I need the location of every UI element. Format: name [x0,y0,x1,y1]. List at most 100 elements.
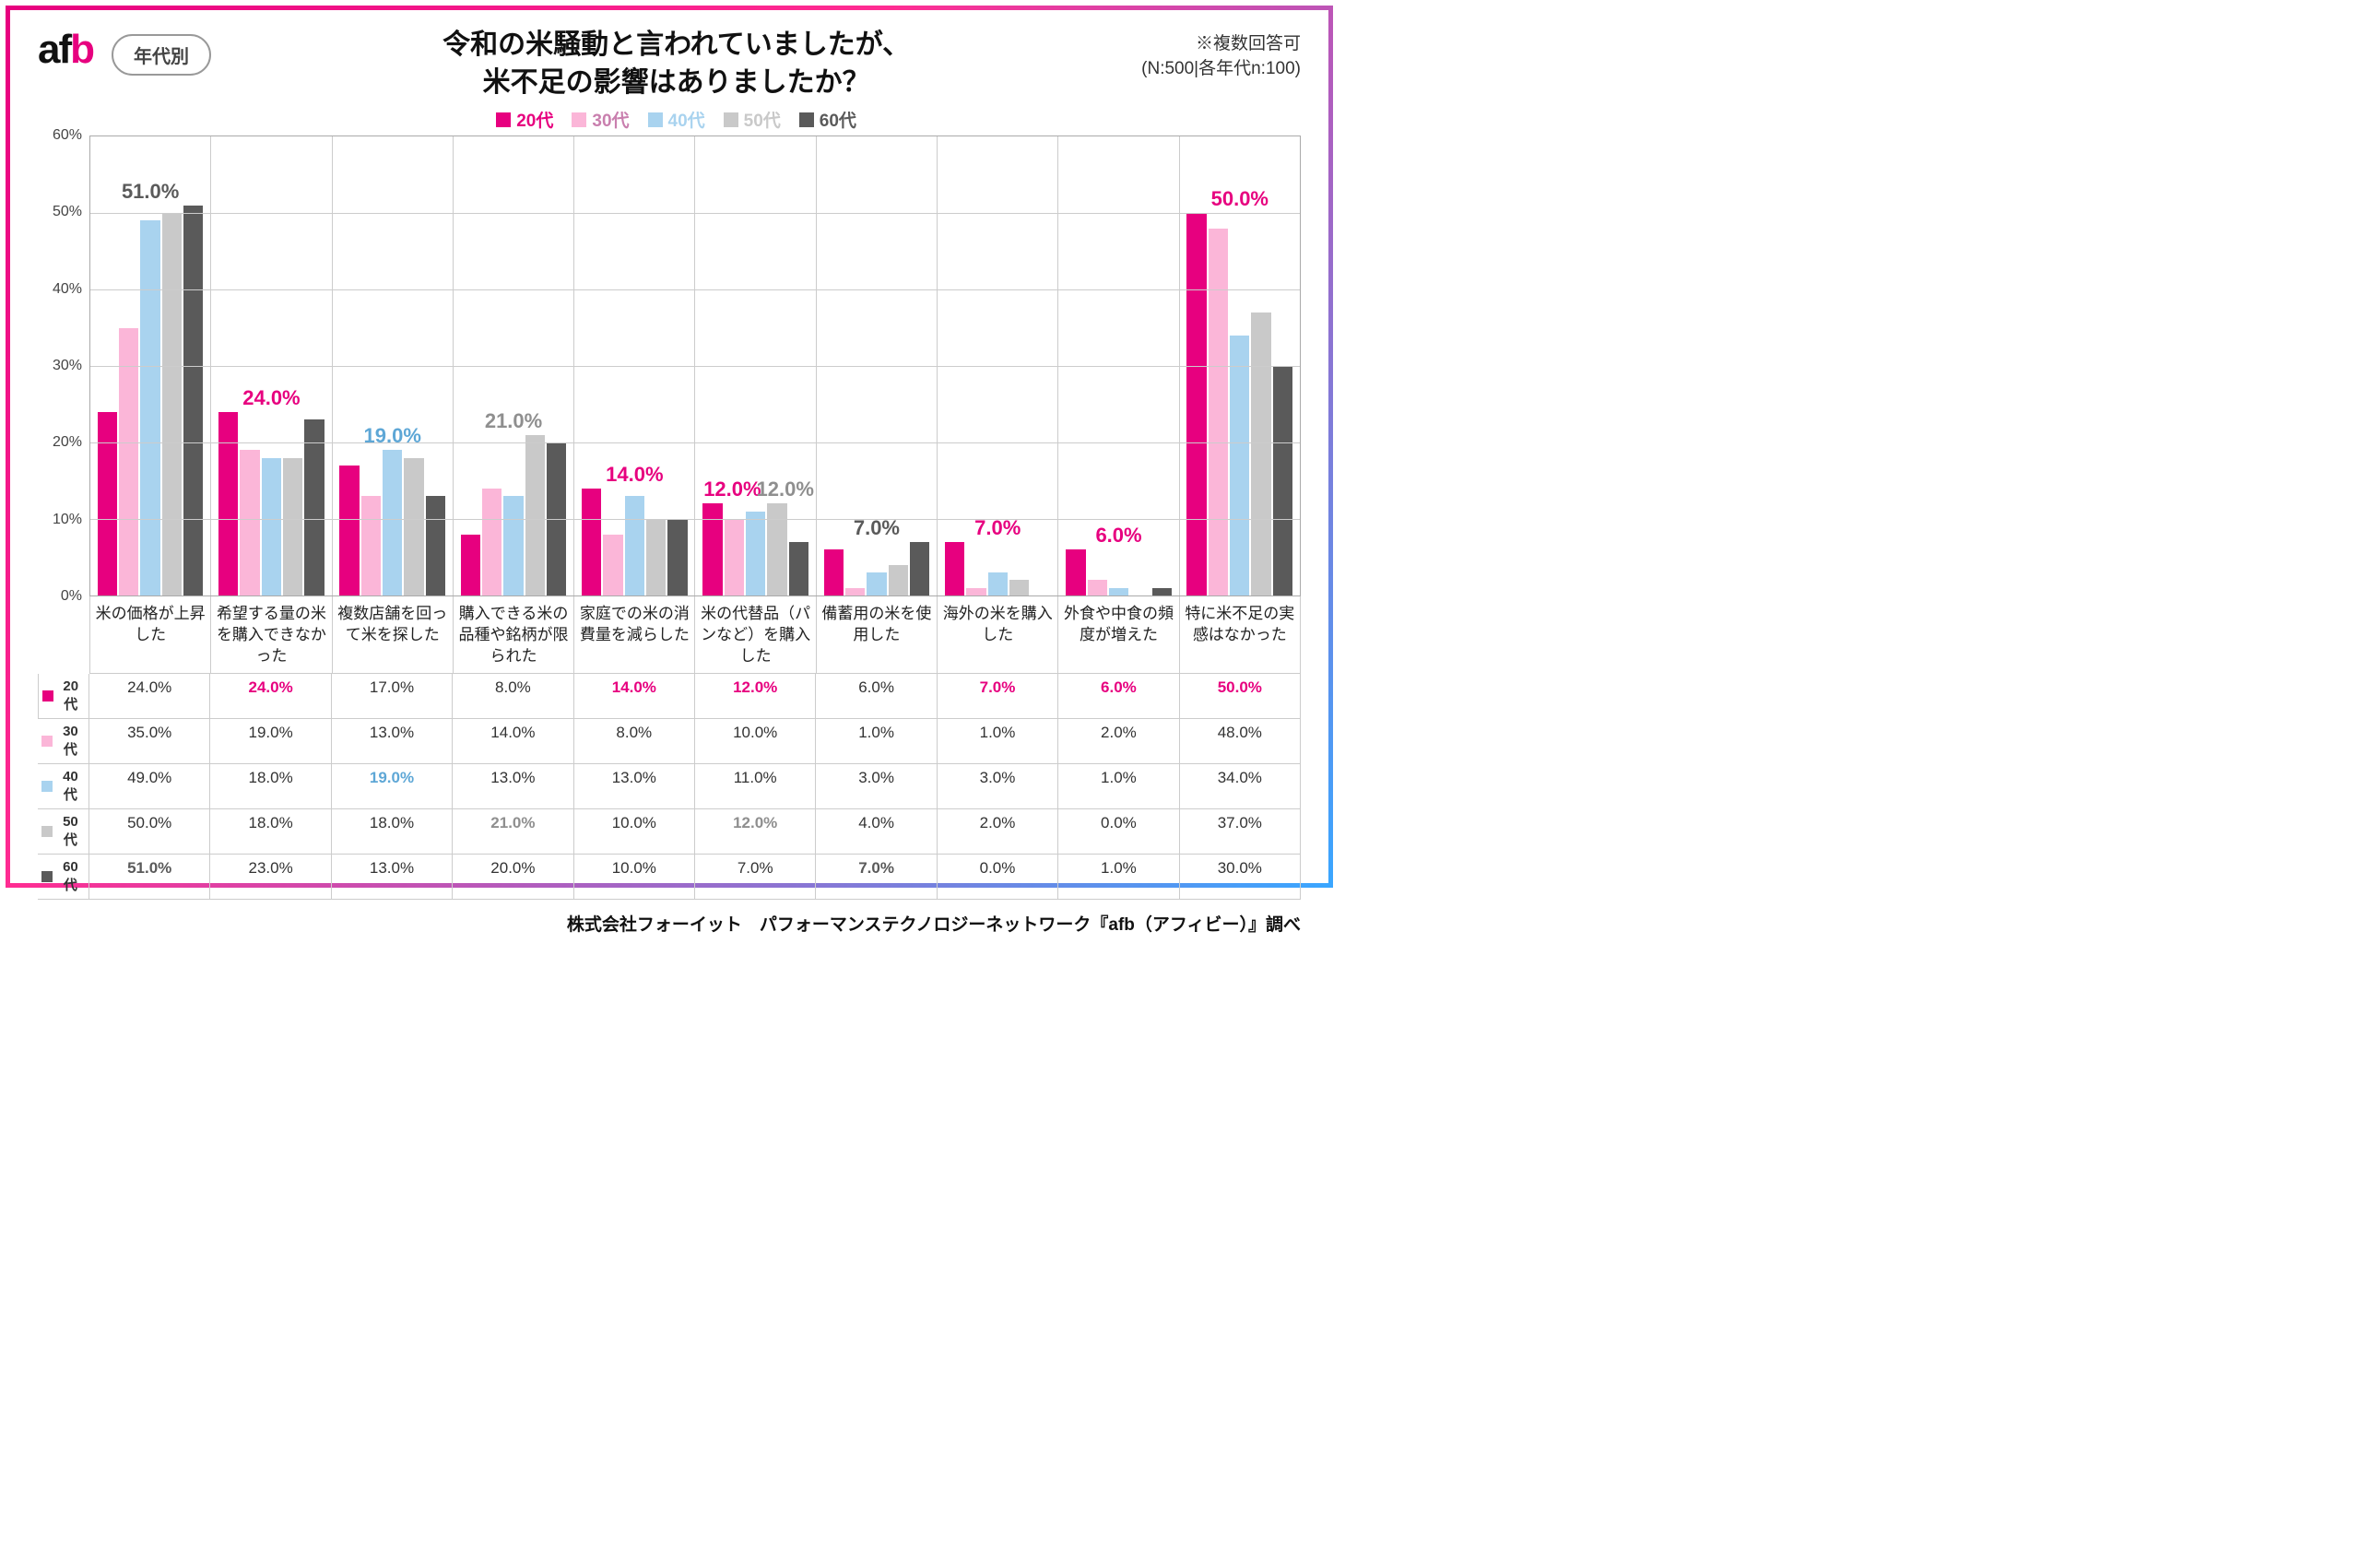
table-cell: 19.0% [210,719,331,764]
bar [218,412,238,595]
x-label: 特に米不足の実感はなかった [1180,596,1301,674]
bar-top-label: 21.0% [485,409,542,433]
bar-top-label: 50.0% [1211,187,1268,211]
gridline [90,366,1300,367]
legend-label: 60代 [820,107,856,132]
legend-swatch [724,112,738,127]
bar [283,458,302,595]
bar [889,565,908,595]
table-cell: 24.0% [210,674,331,719]
bar [503,496,523,595]
row-label: 20代 [57,678,85,713]
bar [1273,366,1292,595]
table-cell: 49.0% [89,764,210,809]
table-cell: 51.0% [89,855,210,900]
legend-swatch [496,112,511,127]
bar [361,496,381,595]
bar [262,458,281,595]
table-cell: 7.0% [695,855,816,900]
gridline [90,289,1300,290]
x-label: 備蓄用の米を使用した [817,596,938,674]
header: afb 年代別 令和の米騒動と言われていましたが、 米不足の影響はありましたか？… [38,27,1301,132]
legend-swatch [572,112,586,127]
bar [525,435,545,595]
x-label: 外食や中食の頻度が増えた [1058,596,1179,674]
bar [426,496,445,595]
bar [988,572,1008,595]
bar [339,466,359,595]
gridline [90,213,1300,214]
survey-note: ※複数回答可 (N:500|各年代n:100) [1141,32,1301,81]
x-label: 米の代替品（パンなど）を購入した [695,596,816,674]
bar [1009,580,1029,595]
table-cell: 3.0% [816,764,937,809]
legend-item: 30代 [572,107,629,132]
bar [1152,588,1172,595]
age-badge: 年代別 [112,34,211,76]
table-cell: 35.0% [89,719,210,764]
title-line-1: 令和の米騒動と言われていましたが、 [230,27,1123,65]
bar [304,419,324,595]
table-cell: 0.0% [938,855,1058,900]
bar [1251,312,1270,595]
bar [1088,580,1107,595]
x-label: 米の価格が上昇した [89,596,211,674]
table-cell: 30.0% [1180,855,1301,900]
x-label: 家庭での米の消費量を減らした [574,596,695,674]
y-axis: 0%10%20%30%40%50%60% [38,136,89,596]
table-cell: 11.0% [695,764,816,809]
title-line-2: 米不足の影響はありましたか？ [230,65,1123,102]
table-row-header: 30代 [38,719,89,764]
table-cell: 7.0% [938,674,1058,719]
table-cell: 50.0% [89,809,210,855]
table-cell: 18.0% [210,764,331,809]
y-tick: 50% [53,204,82,220]
bar [240,450,259,595]
row-label: 50代 [56,814,85,849]
bar [603,535,622,595]
bar [667,519,687,595]
table-cell: 13.0% [332,719,453,764]
legend-item: 40代 [648,107,705,132]
chart-card: afb 年代別 令和の米騒動と言われていましたが、 米不足の影響はありましたか？… [6,6,1333,888]
table-cell: 21.0% [453,809,573,855]
bar [1186,213,1206,595]
bar [582,489,601,595]
y-tick: 20% [53,434,82,451]
table-cell: 13.0% [453,764,573,809]
bar [910,542,929,595]
x-label: 複数店舗を回って米を探した [333,596,454,674]
table-row-header: 40代 [38,764,89,809]
table-cell: 50.0% [1180,674,1301,719]
x-axis-labels: 米の価格が上昇した希望する量の米を購入できなかった複数店舗を回って米を探した購入… [89,596,1301,674]
bar [1230,336,1249,595]
table-cell: 3.0% [938,764,1058,809]
y-tick: 60% [53,127,82,144]
y-tick: 40% [53,281,82,298]
row-swatch [41,826,53,837]
bar [1109,588,1128,595]
note-line-1: ※複数回答可 [1141,32,1301,57]
row-label: 40代 [56,769,85,804]
logo-letter-b: b [70,27,93,72]
legend-swatch [799,112,814,127]
row-swatch [41,736,53,747]
table-row-header: 50代 [38,809,89,855]
table-cell: 34.0% [1180,764,1301,809]
x-label: 購入できる米の品種や銘柄が限られた [454,596,574,674]
plot-area: 51.0%24.0%19.0%21.0%14.0%12.0%12.0%7.0%7… [89,136,1301,596]
table-cell: 1.0% [1058,855,1179,900]
table-cell: 14.0% [453,719,573,764]
legend-label: 50代 [744,107,781,132]
table-cell: 24.0% [89,674,210,719]
y-tick: 10% [53,512,82,528]
table-cell: 6.0% [816,674,937,719]
legend: 20代30代40代50代60代 [230,107,1123,132]
bar [183,206,203,595]
table-cell: 1.0% [816,719,937,764]
data-table: 20代24.0%24.0%17.0%8.0%14.0%12.0%6.0%7.0%… [38,674,1301,900]
table-cell: 12.0% [695,809,816,855]
table-cell: 8.0% [574,719,695,764]
bar [461,535,480,595]
bar [824,549,844,595]
